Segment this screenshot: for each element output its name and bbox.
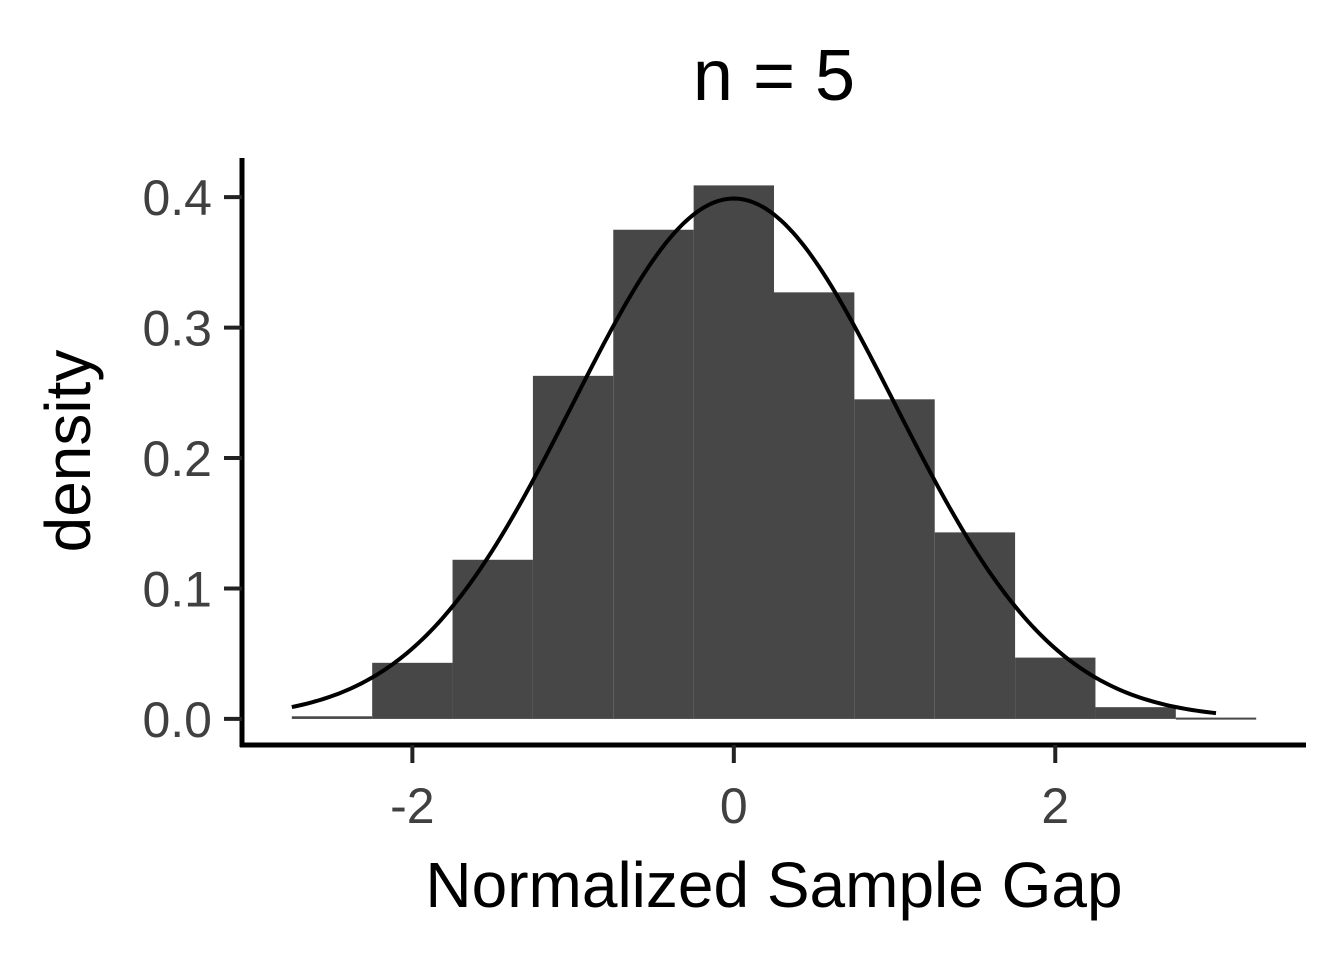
axes: 0.0 0.1 0.2 0.3 0.4 -2 0 2 [142, 158, 1306, 834]
x-axis-title: Normalized Sample Gap [425, 849, 1122, 921]
normal-curve-layer [291, 196, 1217, 716]
histogram-bar [1015, 657, 1096, 719]
x-tick-label: 0 [720, 778, 748, 834]
y-tick-label: 0.1 [142, 561, 212, 617]
histogram-bar [532, 375, 614, 719]
histogram-bar [291, 716, 373, 719]
histogram-bar [372, 662, 453, 719]
y-tick-label: 0.4 [142, 170, 212, 226]
y-tick-label: 0.3 [142, 301, 212, 357]
histogram-bar [774, 292, 855, 719]
y-axis-title: density [32, 350, 104, 553]
chart-title: n = 5 [693, 36, 855, 116]
histogram-bar [1095, 707, 1176, 719]
histogram-bar [934, 532, 1016, 719]
y-tick-label: 0.0 [142, 692, 212, 748]
histogram-bar [1175, 717, 1257, 720]
histogram-bars [291, 185, 1257, 720]
histogram-bar [693, 185, 774, 719]
histogram-bar [613, 229, 694, 719]
normal-density-curve [291, 196, 1217, 716]
x-tick-label: 2 [1041, 778, 1069, 834]
histogram-bar [854, 399, 935, 719]
x-tick-label: -2 [390, 778, 434, 834]
y-tick-label: 0.2 [142, 431, 212, 487]
histogram-bar [452, 559, 533, 719]
